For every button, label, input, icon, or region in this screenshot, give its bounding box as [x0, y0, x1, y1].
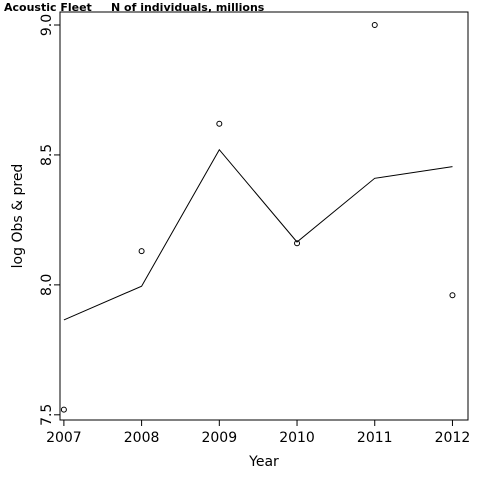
observed-point	[60, 406, 67, 413]
observed-point	[216, 120, 223, 127]
x-tick-label: 2009	[201, 430, 237, 446]
x-tick-label: 2008	[124, 430, 160, 446]
observed-point	[449, 292, 456, 299]
observed-point	[138, 248, 145, 255]
y-tick-label: 8.5	[39, 144, 55, 166]
y-tick-label: 8.0	[39, 274, 55, 296]
x-tick-label: 2010	[279, 430, 315, 446]
y-axis: 7.5 8.0 8.5 9.0	[39, 14, 60, 426]
y-axis-label: log Obs & pred	[10, 164, 26, 269]
predicted-series	[63, 148, 453, 321]
plot-area-frame	[59, 11, 469, 421]
chart-subtitle: N of individuals, millions	[111, 1, 265, 14]
predicted-line	[63, 148, 453, 321]
x-tick-label: 2011	[357, 430, 393, 446]
x-tick-label: 2012	[435, 430, 471, 446]
chart-title: Acoustic Fleet	[4, 1, 92, 14]
x-tick-label: 2007	[46, 430, 82, 446]
x-axis: 2007 2008 2009 2010 2011 2012	[46, 420, 470, 446]
x-axis-label: Year	[248, 454, 279, 470]
y-tick-label: 7.5	[39, 404, 55, 426]
observed-series	[60, 21, 456, 413]
y-tick-label: 9.0	[39, 14, 55, 36]
observed-point	[294, 240, 301, 247]
observed-point	[371, 21, 378, 28]
